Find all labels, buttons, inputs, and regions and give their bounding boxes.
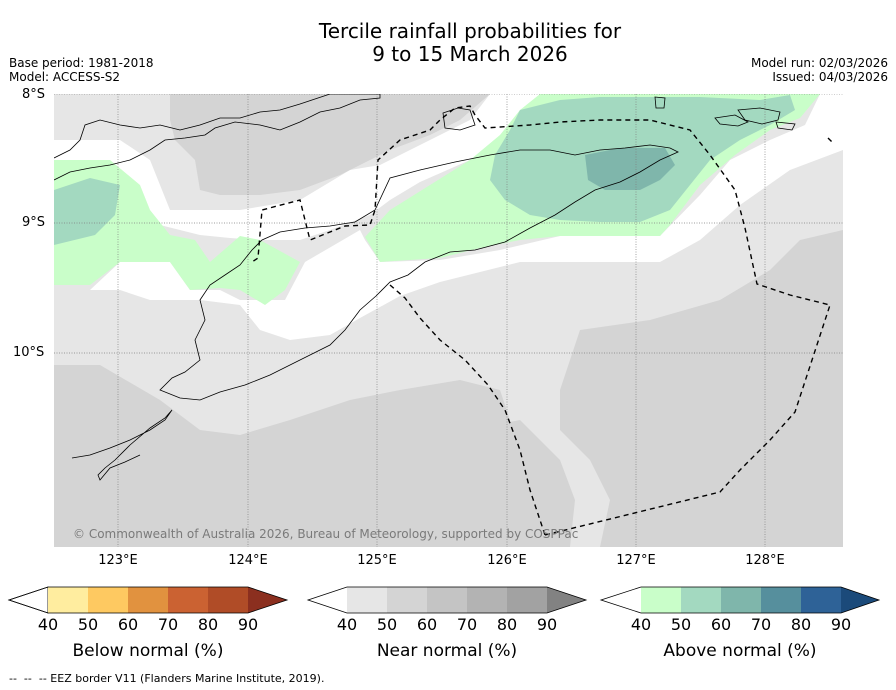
lon-label-127e: 127°E bbox=[616, 553, 656, 568]
near-swatch-over bbox=[547, 587, 586, 613]
lon-label-128e: 128°E bbox=[745, 553, 785, 568]
near-swatch-4 bbox=[467, 587, 507, 613]
above-swatch-5 bbox=[801, 587, 841, 613]
eez-line-north bbox=[827, 137, 833, 143]
near-tick: 80 bbox=[496, 615, 518, 634]
near-swatch-under bbox=[308, 587, 347, 613]
above-normal-60-region bbox=[585, 148, 675, 190]
below-normal-label: Below normal (%) bbox=[72, 641, 224, 661]
near-swatch-3 bbox=[427, 587, 467, 613]
lat-label-9s: 9°S bbox=[22, 215, 46, 230]
above-tick: 60 bbox=[710, 615, 732, 634]
above-swatch-4 bbox=[761, 587, 801, 613]
no-dominant-region bbox=[54, 94, 843, 340]
above-tick: 80 bbox=[790, 615, 812, 634]
lon-label-126e: 126°E bbox=[487, 553, 527, 568]
below-swatch-5 bbox=[208, 587, 248, 613]
near-colorbar-outline bbox=[306, 586, 588, 614]
run-info: Model run: 02/03/2026 Issued: 04/03/2026 bbox=[751, 56, 888, 84]
below-swatch-1 bbox=[48, 587, 88, 613]
below-swatch-2 bbox=[88, 587, 128, 613]
wetar-coastline bbox=[654, 96, 796, 131]
copyright-notice: © Commonwealth of Australia 2026, Bureau… bbox=[73, 527, 579, 541]
below-colorbar-outline bbox=[7, 586, 289, 614]
colorbar-above-normal bbox=[599, 586, 881, 614]
map-layers bbox=[54, 94, 843, 547]
near-normal-50-region-east bbox=[560, 230, 843, 547]
lon-label-125e: 125°E bbox=[357, 553, 397, 568]
below-tick: 70 bbox=[157, 615, 179, 634]
near-swatch-5 bbox=[507, 587, 547, 613]
near-tick: 50 bbox=[376, 615, 398, 634]
near-tick: 40 bbox=[336, 615, 358, 634]
eez-footnote: -- -- -- EEZ border V11 (Flanders Marine… bbox=[9, 672, 325, 685]
model-run-date: Model run: 02/03/2026 bbox=[750, 56, 888, 70]
below-tick: 40 bbox=[37, 615, 59, 634]
above-swatch-3 bbox=[721, 587, 761, 613]
near-normal-50-region-southeast bbox=[420, 420, 575, 547]
timor-coastline bbox=[159, 144, 679, 401]
map-title: Tercile rainfall probabilities for 9 to … bbox=[0, 20, 896, 66]
above-tick: 40 bbox=[630, 615, 652, 634]
above-normal-50-region-west bbox=[54, 178, 120, 245]
below-tick: 50 bbox=[77, 615, 99, 634]
lat-label-8s: 8°S bbox=[22, 87, 46, 102]
below-swatch-under bbox=[7, 586, 49, 614]
near-tick: 70 bbox=[456, 615, 478, 634]
model-name: Model: ACCESS-S2 bbox=[9, 70, 121, 84]
lon-label-124e: 124°E bbox=[228, 553, 268, 568]
below-tick: 80 bbox=[197, 615, 219, 634]
eez-line-main bbox=[251, 105, 831, 536]
near-normal-50-region-north bbox=[170, 94, 490, 195]
white-band-upper bbox=[54, 94, 540, 240]
above-swatch-1 bbox=[641, 587, 681, 613]
rote-island-coastline bbox=[71, 409, 173, 481]
eez-border bbox=[251, 105, 833, 536]
above-swatch-2 bbox=[681, 587, 721, 613]
coastlines bbox=[54, 94, 796, 481]
below-swatch-over bbox=[248, 587, 287, 613]
above-tick: 70 bbox=[750, 615, 772, 634]
below-swatch-3 bbox=[128, 587, 168, 613]
eez-line-south bbox=[389, 284, 546, 536]
near-tick: 90 bbox=[536, 615, 558, 634]
above-tick: 50 bbox=[670, 615, 692, 634]
colorbar-below-normal bbox=[7, 586, 289, 614]
issued-date: Issued: 04/03/2026 bbox=[772, 70, 888, 84]
above-normal-label: Above normal (%) bbox=[663, 641, 817, 661]
below-tick: 90 bbox=[237, 615, 259, 634]
flores-coastline bbox=[54, 94, 381, 181]
near-normal-50-region-south bbox=[54, 365, 540, 547]
title-line-1: Tercile rainfall probabilities for bbox=[318, 19, 622, 43]
above-swatch-under bbox=[601, 587, 641, 613]
below-swatch-4 bbox=[168, 587, 208, 613]
lat-label-10s: 10°S bbox=[13, 345, 45, 360]
title-line-2: 9 to 15 March 2026 bbox=[372, 42, 568, 66]
above-tick: 90 bbox=[830, 615, 852, 634]
near-normal-label: Near normal (%) bbox=[376, 641, 518, 661]
base-period: Base period: 1981-2018 bbox=[9, 56, 154, 70]
colorbar-near-normal bbox=[306, 586, 588, 614]
near-tick: 60 bbox=[416, 615, 438, 634]
below-tick: 60 bbox=[117, 615, 139, 634]
above-swatch-over bbox=[841, 587, 879, 613]
lon-label-123e: 123°E bbox=[98, 553, 138, 568]
above-colorbar-outline bbox=[599, 586, 881, 614]
near-swatch-2 bbox=[387, 587, 427, 613]
model-info: Base period: 1981-2018 Model: ACCESS-S2 bbox=[9, 56, 154, 84]
near-swatch-1 bbox=[347, 587, 387, 613]
